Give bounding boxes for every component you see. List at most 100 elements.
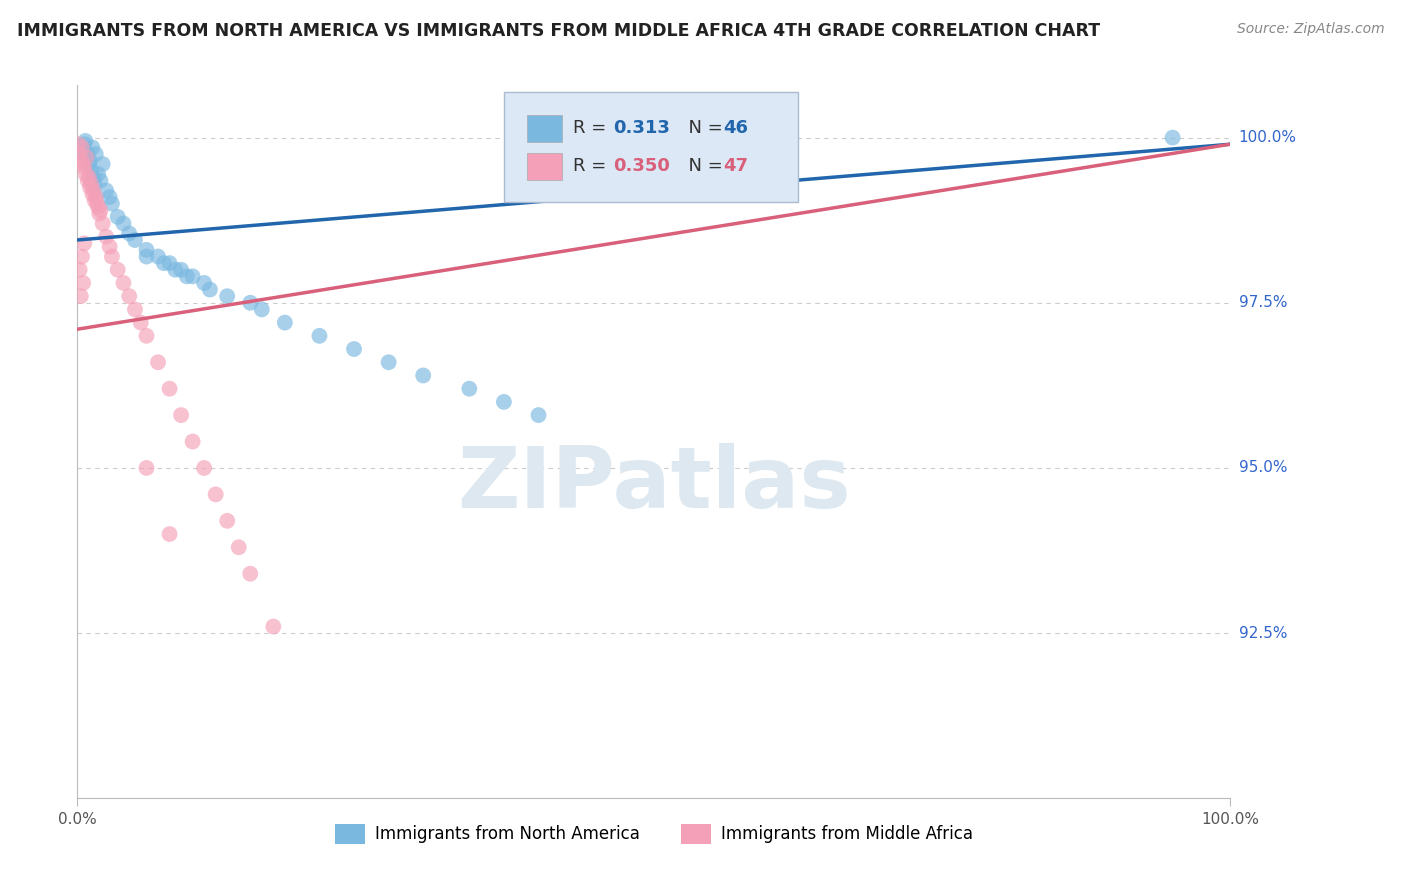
Point (70, 250, 93, 264)
Point (80, 163, 103, 178)
Point (118, 289, 141, 303)
Point (412, 368, 434, 383)
FancyBboxPatch shape (503, 92, 799, 202)
Point (492, 395, 515, 409)
Point (458, 382, 481, 396)
Point (262, 619, 284, 633)
Point (84, 190, 107, 204)
Point (204, 487, 226, 501)
Point (146, 355, 169, 369)
Point (308, 328, 330, 343)
Point (84, 147, 107, 161)
Text: R =: R = (574, 157, 612, 175)
Point (75, 134, 97, 148)
Point (82, 140, 104, 154)
Point (76, 150, 98, 164)
Point (239, 566, 262, 581)
Point (170, 262, 193, 277)
Text: 95.0%: 95.0% (1239, 460, 1286, 475)
Point (101, 196, 124, 211)
Text: N =: N = (676, 120, 728, 137)
Point (107, 262, 129, 277)
Point (181, 269, 204, 284)
Point (96, 184, 118, 198)
Text: 47: 47 (723, 157, 748, 175)
Point (73, 236, 96, 251)
Point (89, 203, 111, 218)
Point (377, 355, 399, 369)
Point (198, 283, 221, 297)
Point (77, 170, 100, 185)
Point (129, 316, 152, 330)
Point (80, 177, 103, 191)
Text: ZIPatlas: ZIPatlas (457, 442, 851, 526)
Point (159, 382, 181, 396)
Point (228, 541, 250, 555)
FancyBboxPatch shape (527, 153, 561, 179)
Point (69, 289, 91, 303)
Point (91, 157, 114, 171)
Point (98, 239, 121, 253)
Point (69, 147, 91, 161)
Point (76, 147, 98, 161)
Text: IMMIGRANTS FROM NORTH AMERICA VS IMMIGRANTS FROM MIDDLE AFRICA 4TH GRADE CORRELA: IMMIGRANTS FROM NORTH AMERICA VS IMMIGRA… (17, 22, 1099, 40)
Text: 97.5%: 97.5% (1239, 295, 1286, 310)
Point (70, 140, 93, 154)
Point (1161, 130, 1184, 145)
Point (86, 196, 108, 211)
Point (217, 289, 239, 303)
Text: R =: R = (574, 120, 612, 137)
Point (101, 250, 124, 264)
Point (135, 461, 157, 475)
Point (67, 137, 90, 152)
Point (124, 302, 146, 317)
Point (159, 256, 181, 270)
Point (69, 262, 91, 277)
Point (82, 184, 104, 198)
Point (79, 153, 101, 168)
Point (72, 144, 94, 158)
Point (135, 243, 157, 257)
Point (89, 173, 111, 187)
Point (82, 186, 104, 201)
Point (135, 328, 157, 343)
Point (96, 229, 118, 244)
Point (112, 217, 135, 231)
Point (176, 269, 198, 284)
Point (89, 206, 111, 220)
Point (135, 250, 157, 264)
Point (527, 408, 550, 422)
Point (165, 262, 187, 277)
Point (239, 295, 262, 310)
Point (87, 167, 110, 181)
Point (159, 527, 181, 541)
FancyBboxPatch shape (527, 115, 561, 142)
Point (69, 153, 91, 168)
Point (217, 514, 239, 528)
Point (170, 408, 193, 422)
Point (146, 250, 169, 264)
Point (73, 137, 96, 152)
Text: Source: ZipAtlas.com: Source: ZipAtlas.com (1237, 22, 1385, 37)
Point (193, 461, 215, 475)
Point (87, 200, 110, 214)
Point (75, 167, 97, 181)
Point (76, 150, 98, 164)
Point (69, 140, 91, 154)
Point (79, 180, 101, 194)
Text: N =: N = (676, 157, 728, 175)
Point (250, 302, 273, 317)
Point (153, 256, 174, 270)
Point (107, 210, 129, 224)
Legend: Immigrants from North America, Immigrants from Middle Africa: Immigrants from North America, Immigrant… (328, 817, 980, 851)
Point (82, 170, 104, 185)
Point (91, 217, 114, 231)
Point (73, 161, 96, 175)
Point (274, 316, 297, 330)
Point (118, 227, 141, 241)
Point (83, 177, 105, 191)
Point (83, 194, 105, 208)
Point (193, 276, 215, 290)
Text: 0.350: 0.350 (613, 157, 671, 175)
Point (98, 190, 121, 204)
